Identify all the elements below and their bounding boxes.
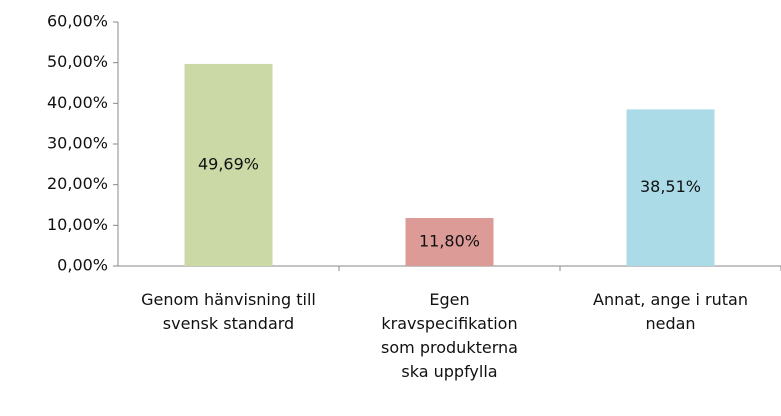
value-label: 11,80% [419,232,480,251]
bar [184,63,273,266]
y-tick-label: 60,00% [47,12,108,31]
y-tick-label: 40,00% [47,93,108,112]
y-tick-label: 10,00% [47,215,108,234]
y-tick-label: 20,00% [47,174,108,193]
value-label: 38,51% [640,177,701,196]
bar [405,218,494,266]
x-tick-label: Annat, ange i rutan nedan [593,290,748,333]
x-tick-label: Egen kravspecifikation som produkterna s… [381,290,518,381]
x-tick-label: Genom hänvisning till svensk standard [141,290,316,333]
y-tick-label: 0,00% [57,256,108,275]
y-tick-label: 30,00% [47,134,108,153]
bar [626,109,715,266]
y-tick-label: 50,00% [47,52,108,71]
value-label: 49,69% [198,154,259,173]
